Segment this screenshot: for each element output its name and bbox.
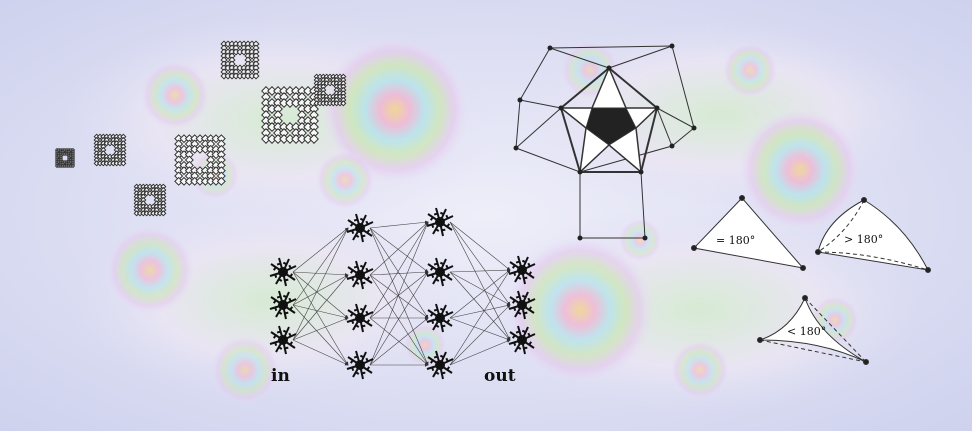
neuron-icon	[346, 350, 374, 380]
neuron-icon	[426, 303, 454, 333]
connection-arrow	[449, 269, 511, 366]
connection-arrow	[292, 271, 349, 319]
connection-arrow	[369, 221, 429, 366]
connection-arrow	[369, 227, 429, 319]
connection-arrow	[292, 227, 349, 273]
neuron-icon	[426, 207, 454, 237]
neuron-icon	[346, 213, 374, 243]
neural-network-neurons	[269, 207, 536, 380]
connection-arrow	[369, 317, 429, 366]
connection-arrow	[369, 227, 429, 273]
connection-arrow	[292, 227, 349, 341]
flat-triangle-icon	[691, 195, 806, 271]
connection-arrow	[292, 271, 349, 366]
connection-arrow	[369, 274, 429, 319]
neuron-icon	[346, 260, 374, 290]
connection-arrow	[292, 304, 349, 320]
connection-arrow	[449, 221, 511, 306]
connection-arrow	[292, 271, 349, 277]
neuron-icon	[508, 290, 536, 320]
connection-arrow	[449, 271, 511, 306]
fractal-blob-bottom-left	[70, 200, 470, 405]
connection-arrow	[369, 271, 429, 366]
connection-arrow	[292, 339, 349, 366]
input-layer-label: in	[271, 366, 290, 386]
neuron-icon	[508, 325, 536, 355]
neuron-icon	[508, 255, 536, 285]
connection-arrow	[292, 274, 349, 341]
connection-arrow	[292, 317, 349, 341]
connection-arrow	[369, 274, 429, 366]
neuron-icon	[346, 303, 374, 333]
pentagram-vertices	[513, 43, 697, 241]
hyperbolic-triangle-icon	[757, 295, 869, 365]
connection-arrow	[369, 221, 429, 276]
connection-arrow	[449, 303, 511, 319]
connection-arrow	[449, 339, 511, 366]
fractal-blob-bottom-right	[480, 205, 920, 415]
connection-arrow	[449, 221, 511, 341]
connection-arrow	[292, 227, 349, 306]
flat-angle-sum-label: = 180°	[716, 234, 756, 247]
connection-arrow	[449, 317, 511, 341]
neuron-icon	[426, 257, 454, 287]
spherical-triangle-icon	[815, 197, 931, 273]
connection-arrow	[449, 221, 511, 271]
connection-arrow	[369, 270, 429, 276]
connection-arrow	[449, 304, 511, 366]
connection-arrow	[292, 304, 349, 366]
hyperbolic-angle-sum-label: < 180°	[787, 325, 827, 338]
connection-arrow	[449, 271, 511, 341]
neuron-icon	[269, 257, 297, 287]
neural-network-connections	[292, 220, 511, 367]
connection-arrow	[449, 269, 511, 319]
connection-arrow	[449, 268, 511, 273]
neuron-icon	[426, 350, 454, 380]
spherical-angle-sum-label: > 180°	[844, 233, 884, 246]
connection-arrow	[292, 274, 349, 306]
connection-arrow	[369, 220, 429, 229]
sierpinski-carpet-fractal-icon	[54, 40, 347, 217]
connection-arrow	[369, 271, 429, 319]
pentagram-graph-icon	[515, 45, 695, 239]
neuron-icon	[269, 325, 297, 355]
neuron-icon	[269, 290, 297, 320]
connection-arrow	[369, 221, 429, 319]
output-layer-label: out	[484, 366, 516, 386]
